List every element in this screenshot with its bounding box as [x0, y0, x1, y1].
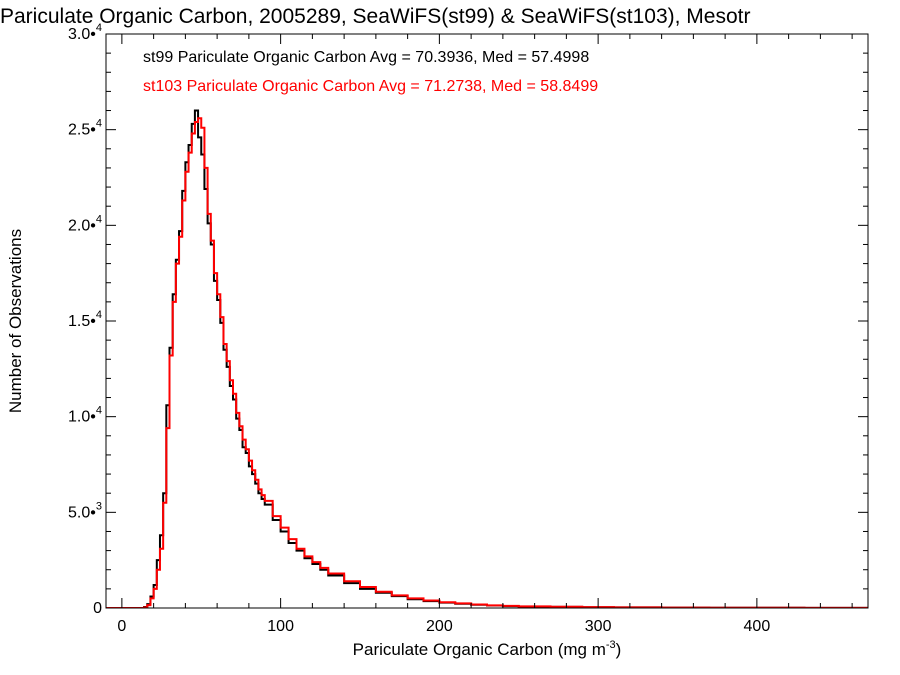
y-tick-label: 5.0•3 [68, 500, 102, 521]
y-tick-label: 1.0•4 [68, 405, 102, 426]
chart-title: Pariculate Organic Carbon, 2005289, SeaW… [0, 5, 750, 28]
y-axis: 0 5.0•3 1.0•4 1.5•4 2.0•4 2.5•4 3.0•4 [68, 22, 868, 617]
x-axis-title-superscript: -3 [606, 639, 616, 651]
y-tick-label: 1.5•4 [68, 309, 102, 330]
x-axis-title-text: Pariculate Organic Carbon (mg m [353, 640, 606, 659]
x-axis-title: Pariculate Organic Carbon (mg m-3) [353, 639, 622, 659]
x-axis-title-end: ) [616, 640, 622, 659]
x-tick-label: 400 [744, 618, 771, 635]
st99-stats-label: st99 Pariculate Organic Carbon Avg = 70.… [143, 49, 589, 66]
x-axis: 0 100 200 300 400 [117, 34, 853, 635]
x-tick-label: 300 [585, 618, 612, 635]
y-tick-label: 3.0•4 [68, 22, 102, 43]
x-tick-label: 200 [426, 618, 453, 635]
x-tick-label: 0 [117, 618, 126, 635]
y-tick-label: 0 [93, 600, 102, 617]
x-tick-label: 100 [267, 618, 294, 635]
y-tick-label: 2.0•4 [68, 213, 102, 234]
y-axis-title: Number of Observations [6, 229, 25, 413]
y-tick-label: 2.5•4 [68, 118, 102, 139]
st103-stats-label: st103 Pariculate Organic Carbon Avg = 71… [143, 78, 598, 95]
